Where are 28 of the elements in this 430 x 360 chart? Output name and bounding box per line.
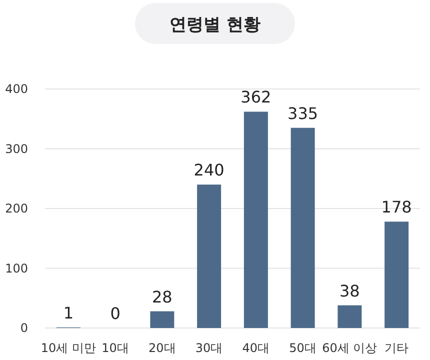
y-tick-label: 400 — [5, 82, 28, 96]
bar — [197, 184, 222, 328]
y-tick-label: 0 — [20, 321, 28, 335]
x-tick-label: 30대 — [195, 341, 223, 355]
data-label: 1 — [63, 303, 74, 322]
x-tick-label: 기타 — [384, 341, 409, 355]
data-label: 28 — [152, 287, 172, 306]
bar — [290, 128, 315, 328]
data-label: 362 — [240, 88, 272, 107]
x-tick-label: 60세 이상 — [322, 341, 378, 355]
data-label: 240 — [194, 160, 224, 180]
data-label: 335 — [288, 104, 318, 123]
y-tick-label: 300 — [5, 142, 28, 156]
data-label: 38 — [340, 281, 360, 300]
bar — [244, 112, 268, 328]
x-tick-label: 10세 미만 — [40, 341, 96, 355]
bar — [384, 222, 409, 328]
data-label: 0 — [110, 304, 120, 323]
x-tick-label: 10대 — [102, 341, 129, 355]
bar — [150, 311, 174, 328]
data-label: 178 — [381, 198, 412, 217]
bar — [338, 305, 362, 328]
y-tick-label: 100 — [5, 261, 28, 276]
x-tick-label: 20대 — [148, 341, 176, 355]
y-tick-label: 200 — [5, 202, 28, 216]
x-tick-label: 50대 — [289, 341, 316, 355]
x-tick-label: 40대 — [242, 341, 270, 355]
chart-title: 연령별 현황 — [170, 15, 260, 35]
